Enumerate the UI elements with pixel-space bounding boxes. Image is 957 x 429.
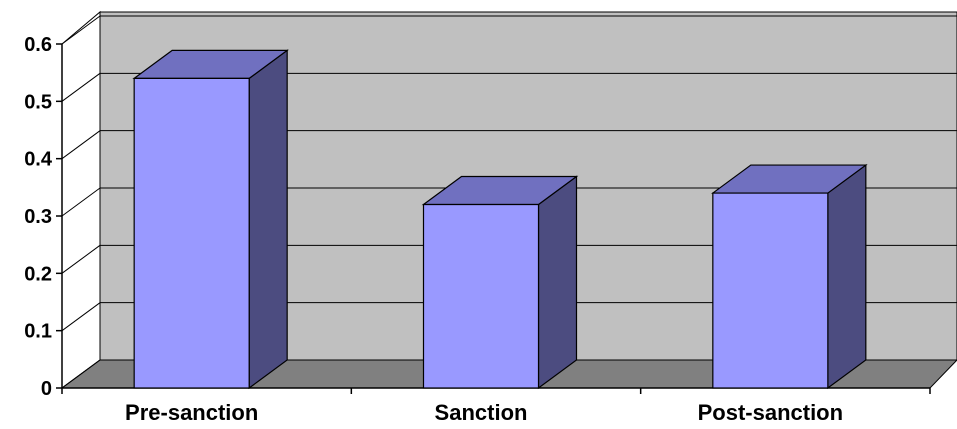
y-tick-label: 0.1 — [24, 321, 52, 343]
side-gridline — [61, 187, 101, 217]
bar-front — [422, 203, 540, 389]
y-tick-label: 0.3 — [24, 206, 52, 228]
bar-side — [827, 163, 867, 390]
y-tick-label: 0.6 — [24, 34, 52, 56]
y-tick-label: 0.5 — [24, 91, 52, 113]
y-tick-label: 0 — [41, 378, 52, 400]
x-tick-label: Post-sanction — [698, 400, 843, 425]
side-gridline — [61, 15, 101, 45]
y-tick-label: 0.4 — [24, 149, 53, 171]
bar-side — [537, 175, 578, 390]
bar — [132, 49, 289, 390]
side-gridline — [61, 359, 101, 389]
chart-side-wall — [61, 10, 101, 389]
y-tick-label: 0.2 — [24, 263, 52, 285]
bar — [711, 163, 868, 390]
bar — [421, 175, 579, 390]
side-wall-gridlines — [61, 15, 101, 389]
x-axis-ticks: Pre-sanction Sanction Post-sanction — [61, 388, 931, 425]
bar-side — [248, 49, 288, 390]
side-gridline — [61, 244, 101, 274]
x-tick-label: Sanction — [435, 400, 528, 425]
x-tick-label: Pre-sanction — [125, 400, 258, 425]
side-gridline — [61, 302, 101, 332]
bars — [132, 49, 868, 390]
y-axis-ticks: 0 0.1 0.2 0.3 0.4 0.5 0.6 — [24, 34, 62, 400]
side-gridline — [61, 72, 101, 102]
bar-front — [712, 192, 829, 389]
bar-front — [133, 77, 250, 389]
side-gridline — [61, 130, 101, 160]
